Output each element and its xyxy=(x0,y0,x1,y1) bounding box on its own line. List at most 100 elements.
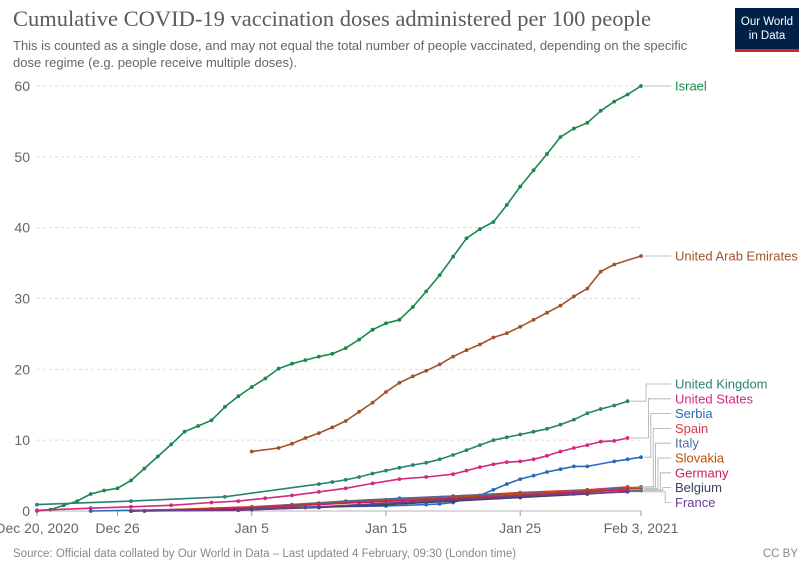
series-line xyxy=(90,456,642,512)
data-point xyxy=(129,478,133,483)
data-point xyxy=(317,354,321,359)
data-point xyxy=(357,409,361,414)
data-point xyxy=(35,502,39,507)
series-label[interactable]: Slovakia xyxy=(675,451,725,466)
data-point xyxy=(343,346,348,350)
data-point xyxy=(317,431,321,435)
data-point xyxy=(464,348,469,353)
data-point xyxy=(464,236,469,241)
data-point xyxy=(612,459,617,464)
series-label[interactable]: Spain xyxy=(675,421,708,436)
series-label[interactable]: Israel xyxy=(675,79,707,94)
data-point xyxy=(451,254,455,259)
data-point xyxy=(585,443,590,447)
data-point xyxy=(343,486,348,491)
source-note: Source: Official data collated by Our Wo… xyxy=(13,548,517,560)
data-point xyxy=(263,376,268,381)
data-point xyxy=(545,310,549,315)
logo-line-2: in Data xyxy=(748,30,786,42)
leader-line xyxy=(630,398,671,439)
series-label[interactable]: United Kingdom xyxy=(675,377,768,392)
data-point xyxy=(558,467,563,472)
data-point xyxy=(424,502,429,507)
data-point xyxy=(410,305,415,309)
data-point xyxy=(397,380,402,385)
data-point xyxy=(424,289,429,294)
data-point xyxy=(558,135,563,139)
series-france xyxy=(129,490,630,513)
data-point xyxy=(612,99,617,104)
data-point xyxy=(464,468,469,473)
data-point xyxy=(223,405,227,409)
data-point xyxy=(491,438,496,443)
data-point xyxy=(491,335,496,340)
data-point xyxy=(330,351,335,356)
data-point xyxy=(531,317,536,322)
series-lines xyxy=(35,84,643,513)
data-point xyxy=(370,481,375,486)
data-point xyxy=(585,286,590,291)
data-point xyxy=(598,407,603,411)
series-label[interactable]: Germany xyxy=(675,465,729,480)
series-label[interactable]: United States xyxy=(675,391,754,406)
data-point xyxy=(598,108,603,113)
data-point xyxy=(317,482,321,486)
data-point xyxy=(612,262,617,267)
owid-logo[interactable]: Our World in Data xyxy=(735,8,799,52)
data-point xyxy=(276,366,281,371)
data-point xyxy=(102,488,106,493)
series-line xyxy=(130,489,628,512)
data-point xyxy=(598,439,603,444)
data-point xyxy=(531,429,536,434)
data-point xyxy=(639,455,643,460)
data-point xyxy=(572,126,576,131)
data-point xyxy=(129,504,133,509)
data-point xyxy=(518,184,523,189)
data-point xyxy=(357,500,361,505)
data-point xyxy=(88,492,93,496)
data-point xyxy=(249,449,254,454)
leader-line xyxy=(644,487,671,491)
y-tick-label: 50 xyxy=(14,149,30,165)
data-point xyxy=(129,509,133,513)
data-point xyxy=(169,442,174,447)
series-united-kingdom xyxy=(35,399,630,507)
series-labels[interactable]: Israel United Arab Emirates United Kingdom… xyxy=(675,79,798,510)
series-label[interactable]: Belgium xyxy=(675,480,722,495)
data-point xyxy=(518,459,523,464)
data-point xyxy=(397,317,402,322)
data-point xyxy=(343,477,348,482)
data-point xyxy=(182,429,187,434)
series-label[interactable]: France xyxy=(675,495,715,510)
data-point xyxy=(478,342,482,347)
x-tick-label: Dec 20, 2020 xyxy=(0,520,79,536)
series-line xyxy=(36,400,628,506)
data-point xyxy=(504,435,509,440)
data-point xyxy=(518,432,523,437)
license-link[interactable]: CC BY xyxy=(762,548,798,560)
data-point xyxy=(437,362,442,367)
data-point xyxy=(437,273,442,277)
data-point xyxy=(558,303,563,308)
series-label[interactable]: United Arab Emirates xyxy=(675,249,798,264)
data-point xyxy=(545,426,549,431)
data-point xyxy=(155,454,160,459)
data-point xyxy=(397,477,402,481)
data-point xyxy=(276,446,281,450)
series-label[interactable]: Serbia xyxy=(675,406,713,421)
data-point xyxy=(290,504,294,508)
data-point xyxy=(290,361,294,366)
data-point xyxy=(209,500,214,505)
data-point xyxy=(518,324,523,329)
chart-subtitle: This is counted as a single dose, and ma… xyxy=(13,38,688,70)
data-point xyxy=(88,509,93,513)
data-point xyxy=(303,436,308,440)
y-axis: 0 10 20 30 40 50 60 xyxy=(14,78,30,519)
data-point xyxy=(625,436,630,440)
leader-line xyxy=(630,383,671,402)
data-point xyxy=(317,490,321,494)
data-point xyxy=(639,84,643,88)
x-axis: Dec 20, 2020 Dec 26 Jan 5 Jan 15 Jan 25 Feb 3… xyxy=(0,511,679,536)
series-label[interactable]: Italy xyxy=(675,436,699,451)
y-tick-label: 0 xyxy=(22,503,30,519)
